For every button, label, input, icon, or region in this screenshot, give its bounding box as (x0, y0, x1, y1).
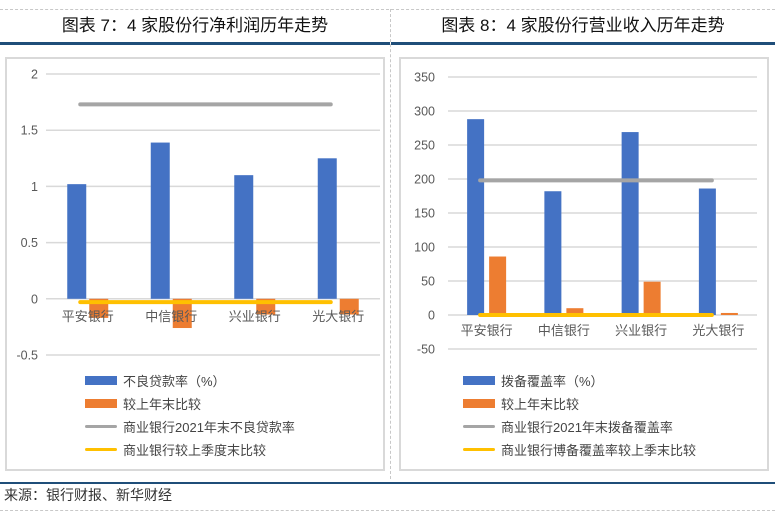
source-rule (0, 482, 775, 484)
right-legend: 拨备覆盖率（%） 较上年末比较 商业银行2021年末拨备覆盖率 商业银行博备覆盖… (463, 369, 696, 461)
bar (67, 184, 87, 299)
legend-swatch-line (85, 425, 117, 428)
y-tick-label: 0 (31, 292, 38, 306)
bar (467, 119, 485, 315)
y-tick-label: 150 (414, 207, 435, 221)
right-title-rule (391, 42, 775, 45)
category-label: 中信银行 (145, 309, 197, 324)
y-tick-label: -50 (417, 343, 435, 357)
bar (698, 188, 716, 315)
legend-item: 商业银行博备覆盖率较上季末比较 (463, 438, 696, 461)
y-tick-label: 2 (31, 68, 38, 82)
y-tick-label: 300 (414, 105, 435, 119)
legend-swatch-bar (85, 399, 117, 408)
y-tick-label: 250 (414, 139, 435, 153)
legend-item: 较上年末比较 (85, 392, 295, 415)
legend-label: 商业银行博备覆盖率较上季末比较 (501, 443, 697, 458)
legend-swatch-line (463, 448, 495, 451)
legend-label: 商业银行较上季度末比较 (123, 443, 267, 458)
left-title-rule (0, 42, 390, 45)
legend-item: 较上年末比较 (463, 392, 696, 415)
legend-swatch-bar (85, 376, 117, 385)
y-tick-label: 100 (414, 241, 435, 255)
bar (339, 298, 359, 315)
top-divider (0, 9, 775, 10)
y-tick-label: 0.5 (21, 236, 38, 250)
legend-label: 商业银行2021年末拨备覆盖率 (501, 420, 673, 435)
category-label: 平安银行 (461, 323, 513, 338)
y-tick-label: 1 (31, 180, 38, 194)
category-label: 兴业银行 (615, 323, 667, 338)
bar (172, 298, 192, 329)
bottom-divider (0, 510, 775, 511)
y-tick-label: 50 (421, 275, 435, 289)
legend-label: 商业银行2021年末不良贷款率 (123, 420, 295, 435)
left-legend: 不良贷款率（%） 较上年末比较 商业银行2021年末不良贷款率 商业银行较上季度… (85, 369, 295, 461)
left-chart-plot: -0.5 0 0.5 1 1.5 2 平安银行 中信银行 兴业银行 光大银行 (16, 68, 380, 363)
source-note: 来源：银行财报、新华财经 (4, 488, 172, 504)
y-tick-label: -0.5 (16, 349, 38, 363)
y-tick-label: 200 (414, 173, 435, 187)
legend-swatch-bar (463, 399, 495, 408)
legend-swatch-line (463, 425, 495, 428)
bar (544, 191, 562, 315)
bar (720, 312, 738, 315)
bar (150, 142, 170, 299)
right-chart-plot: -50 0 50 100 150 200 250 300 350 平安银行 中信银行 兴业银行 光大银行 (414, 71, 757, 357)
bar (621, 132, 639, 315)
legend-label: 拨备覆盖率（%） (501, 374, 604, 389)
legend-label: 较上年末比较 (501, 397, 580, 412)
left-chart-panel: -0.5 0 0.5 1 1.5 2 平安银行 中信银行 兴业银行 光大银行 不良贷款率（%） 较… (5, 57, 385, 471)
legend-swatch-line (85, 448, 117, 451)
bar (489, 256, 507, 315)
legend-item: 商业银行较上季度末比较 (85, 438, 295, 461)
category-label: 平安银行 (62, 309, 114, 324)
category-label: 中信银行 (538, 323, 590, 338)
left-chart-title: 图表 7：4 家股份行净利润历年走势 (61, 16, 329, 35)
right-chart-panel: -50 0 50 100 150 200 250 300 350 平安银行 中信银行 兴业银行 光大银行… (399, 57, 769, 471)
category-label: 光大银行 (692, 323, 744, 338)
legend-item: 拨备覆盖率（%） (463, 369, 696, 392)
bar (566, 308, 584, 315)
legend-item: 商业银行2021年末拨备覆盖率 (463, 415, 696, 438)
legend-item: 商业银行2021年末不良贷款率 (85, 415, 295, 438)
legend-label: 不良贷款率（%） (123, 374, 226, 389)
category-label: 光大银行 (312, 309, 364, 324)
bar (234, 175, 254, 299)
legend-item: 不良贷款率（%） (85, 369, 295, 392)
legend-swatch-bar (463, 376, 495, 385)
center-divider (390, 9, 391, 479)
bar (317, 158, 337, 299)
right-chart-title: 图表 8：4 家股份行营业收入历年走势 (441, 16, 725, 35)
legend-label: 较上年末比较 (123, 397, 202, 412)
category-label: 兴业银行 (229, 309, 281, 324)
bar (643, 281, 661, 315)
y-tick-label: 350 (414, 71, 435, 85)
y-tick-label: 1.5 (21, 124, 38, 138)
y-tick-label: 0 (428, 309, 435, 323)
